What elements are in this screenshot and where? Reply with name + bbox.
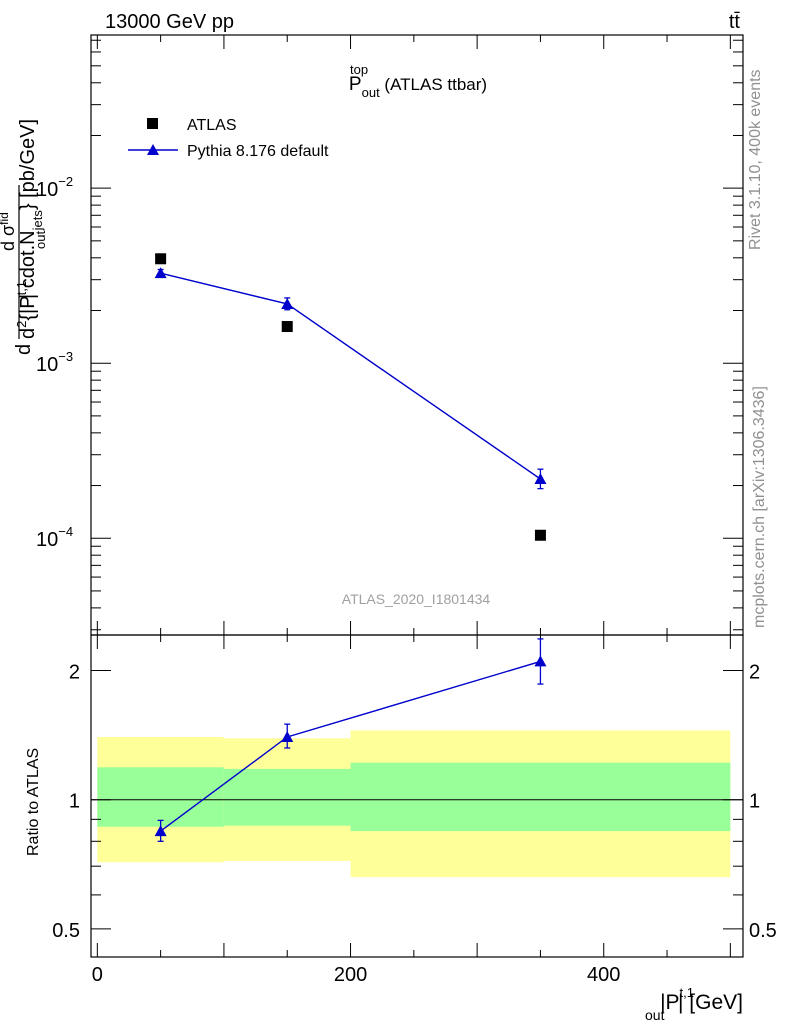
title-main: P: [349, 74, 362, 95]
axes: 0 200 400 10−4 10−3 10−2 0.5 0.5 1 1 2 2: [36, 34, 777, 986]
main-series-line: [160, 272, 541, 480]
ratio-y-tick-label-left-0: 0.5: [52, 920, 80, 942]
title-sub: out: [362, 85, 380, 100]
main-atlas-point-2: [534, 529, 546, 541]
ratio-y-tick-label-right-2: 2: [749, 662, 760, 684]
svg-text:d σfid: d σfid: [0, 212, 18, 251]
ratio-y-tick-label-left-1: 1: [69, 791, 80, 813]
mcplots-label: mcplots.cern.ch [arXiv:1306.3436]: [751, 386, 768, 628]
energy-label: 13000 GeV pp: [105, 11, 234, 33]
legend: ATLAS Pythia 8.176 default: [128, 117, 329, 160]
x-axis-label-sub: out: [645, 1007, 665, 1023]
ratio-pythia-point-1: [281, 730, 294, 742]
ratio-y-tick-label-left-2: 2: [69, 662, 80, 684]
legend-marker-pythia: [147, 144, 159, 155]
ratio-band-inner-2: [350, 762, 731, 832]
ratio-pythia-point-0: [154, 825, 167, 837]
legend-label-atlas: ATLAS: [187, 117, 237, 134]
process-label: tt̄: [729, 11, 741, 33]
ratio-panel-frame: [90, 634, 744, 958]
main-atlas-point-1: [281, 321, 293, 333]
main-pythia-point-2: [534, 472, 547, 484]
ratio-y-tick-label-right-0: 0.5: [749, 920, 777, 942]
main-y-tick-label-2: 10−2: [36, 174, 73, 201]
ratio-band-inner-0: [97, 767, 224, 827]
main-pythia-point-1: [281, 297, 294, 309]
ratio-y-axis-label: Ratio to ATLAS: [25, 748, 42, 856]
main-pythia-point-0: [154, 267, 167, 279]
legend-marker-atlas: [147, 118, 158, 129]
ratio-band-inner-1: [223, 768, 351, 826]
rivet-label: Rivet 3.1.10, 400k events: [747, 69, 764, 250]
title-sup: top: [350, 62, 368, 77]
svg-text:d2{|Pt,1| cdot.Njets} [pb/GeV]: d2{|Pt,1| cdot.Njets} [pb/GeV]: [14, 119, 45, 339]
main-y-tick-label-1: 10−3: [36, 349, 73, 376]
x-tick-label-200: 200: [334, 964, 367, 986]
legend-label-pythia: Pythia 8.176 default: [187, 143, 329, 160]
analysis-watermark: ATLAS_2020_I1801434: [342, 591, 491, 607]
x-tick-label-400: 400: [587, 964, 620, 986]
data-series: [154, 253, 547, 842]
main-y-tick-label-0: 10−4: [36, 524, 73, 551]
ratio-y-tick-label-right-1: 1: [749, 791, 760, 813]
x-axis-label: |Pt,1| [GeV]: [660, 985, 743, 1014]
title-suffix: (ATLAS ttbar): [380, 75, 487, 94]
main-atlas-point-0: [155, 253, 167, 265]
plot-title: Pout (ATLAS ttbar): [349, 74, 487, 100]
x-tick-label-0: 0: [92, 964, 103, 986]
svg-text:out: out: [33, 231, 48, 249]
main-y-axis-label: d d2{|Pt,1| cdot.Njets} [pb/GeV] out d σ…: [0, 119, 48, 355]
ratio-pythia-point-2: [534, 655, 547, 667]
ratio-bands: [91, 730, 743, 878]
svg-text:d: d: [13, 344, 35, 355]
